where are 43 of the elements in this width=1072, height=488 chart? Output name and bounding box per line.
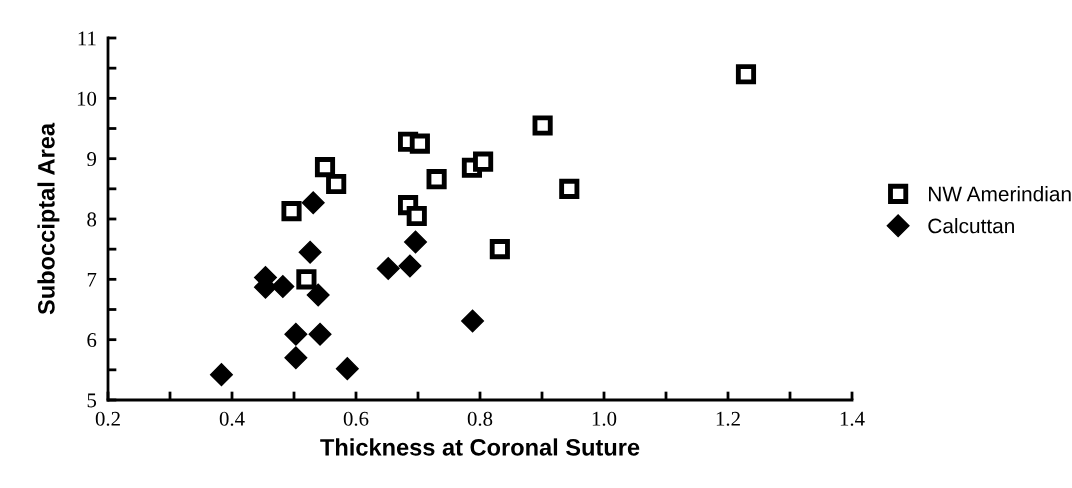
point (306, 283, 330, 307)
point (489, 239, 510, 260)
point (398, 254, 422, 278)
point (326, 173, 347, 195)
point (209, 363, 233, 387)
x-tick-label: 0.6 (343, 411, 369, 426)
x-tick-label: 0.4 (219, 411, 245, 426)
y-tick-label: 11 (78, 31, 96, 46)
point (284, 322, 308, 346)
point (404, 230, 428, 254)
y-tick-label: 7 (87, 272, 97, 287)
point (376, 256, 400, 280)
point (335, 357, 359, 381)
y-tick-label: 5 (87, 393, 97, 408)
legend-label: NW Amerindian (929, 186, 1071, 202)
point (409, 133, 430, 154)
point (281, 201, 302, 222)
x-axis-title: Thickness at Coronal Suture (320, 438, 640, 456)
point (301, 191, 325, 215)
point (532, 115, 553, 136)
point (271, 275, 295, 299)
x-tick-label: 0.8 (467, 411, 493, 426)
point (461, 309, 485, 333)
x-tick-label: 1.0 (592, 411, 617, 426)
point (735, 64, 757, 85)
point (308, 322, 332, 346)
y-tick-label: 10 (77, 91, 97, 106)
y-tick-label: 6 (87, 333, 97, 348)
legend-label: Calcuttan (928, 218, 1014, 234)
y-axis-title: Subocciptal Area (37, 122, 60, 315)
point (473, 151, 494, 172)
x-tick-label: 0.2 (95, 411, 120, 426)
x-tick-label: 1.4 (840, 411, 865, 426)
point (284, 346, 308, 370)
point (426, 169, 447, 190)
y-tick-label: 8 (87, 212, 97, 227)
x-tick-label: 1.2 (716, 411, 740, 426)
point (559, 178, 580, 199)
point (296, 269, 317, 290)
point (406, 205, 427, 227)
point (314, 157, 336, 178)
y-tick-label: 9 (87, 152, 97, 167)
point (298, 240, 322, 264)
